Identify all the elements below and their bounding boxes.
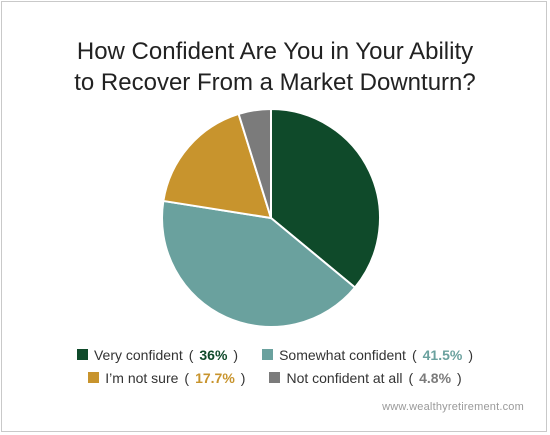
legend-paren-close: ) [457, 369, 462, 386]
legend-value-not-sure: 17.7% [195, 369, 235, 386]
chart-title-line-1: How Confident Are You in Your Ability [76, 38, 474, 65]
legend-paren-close: ) [468, 346, 473, 363]
legend-label-somewhat-confident: Somewhat confident [279, 346, 406, 363]
source-url: www.wealthyretirement.com [382, 401, 524, 413]
legend-value-very-confident: 36% [199, 346, 228, 363]
legend-swatch-not-sure [88, 372, 100, 383]
legend-label-not-sure: I’m not sure [105, 369, 179, 386]
legend-paren-open: ( [408, 369, 414, 386]
pie-slice-i-m-not-sure [162, 112, 272, 219]
legend-paren-open: ( [184, 369, 190, 386]
chart-legend: Very confident (36%) Somewhat confident … [2, 343, 548, 389]
legend-paren-close: ) [240, 369, 246, 386]
legend-item-very-confident: Very confident (36%) [76, 345, 239, 365]
legend-swatch-very-confident [76, 349, 88, 360]
legend-swatch-somewhat-confident [262, 349, 274, 360]
pie-slice-very-confident [270, 108, 381, 289]
pie-slice-somewhat-confident [161, 199, 356, 328]
legend-row-2: I’m not sure (17.7%) Not confident at al… [2, 366, 548, 389]
chart-title: How Confident Are You in Your Ability to… [2, 36, 548, 98]
chart-title-line-2: to Recover From a Market Downturn? [74, 69, 476, 96]
legend-paren-open: ( [188, 346, 194, 363]
legend-value-somewhat-confident: 41.5% [422, 346, 463, 363]
legend-item-not-confident-at-all: Not confident at all (4.8%) [269, 368, 462, 388]
legend-label-very-confident: Very confident [93, 346, 183, 363]
pie-slice-not-confident-at-all [237, 108, 272, 219]
legend-row-1: Very confident (36%) Somewhat confident … [2, 343, 548, 366]
legend-value-not-confident-at-all: 4.8% [419, 369, 452, 386]
legend-item-not-sure: I’m not sure (17.7%) [88, 368, 245, 388]
legend-label-not-confident-at-all: Not confident at all [286, 369, 403, 386]
legend-paren-open: ( [411, 346, 417, 363]
pie-slices [161, 108, 381, 328]
legend-item-somewhat-confident: Somewhat confident (41.5%) [262, 345, 473, 365]
legend-paren-close: ) [233, 346, 239, 363]
legend-swatch-not-confident-at-all [269, 372, 281, 383]
